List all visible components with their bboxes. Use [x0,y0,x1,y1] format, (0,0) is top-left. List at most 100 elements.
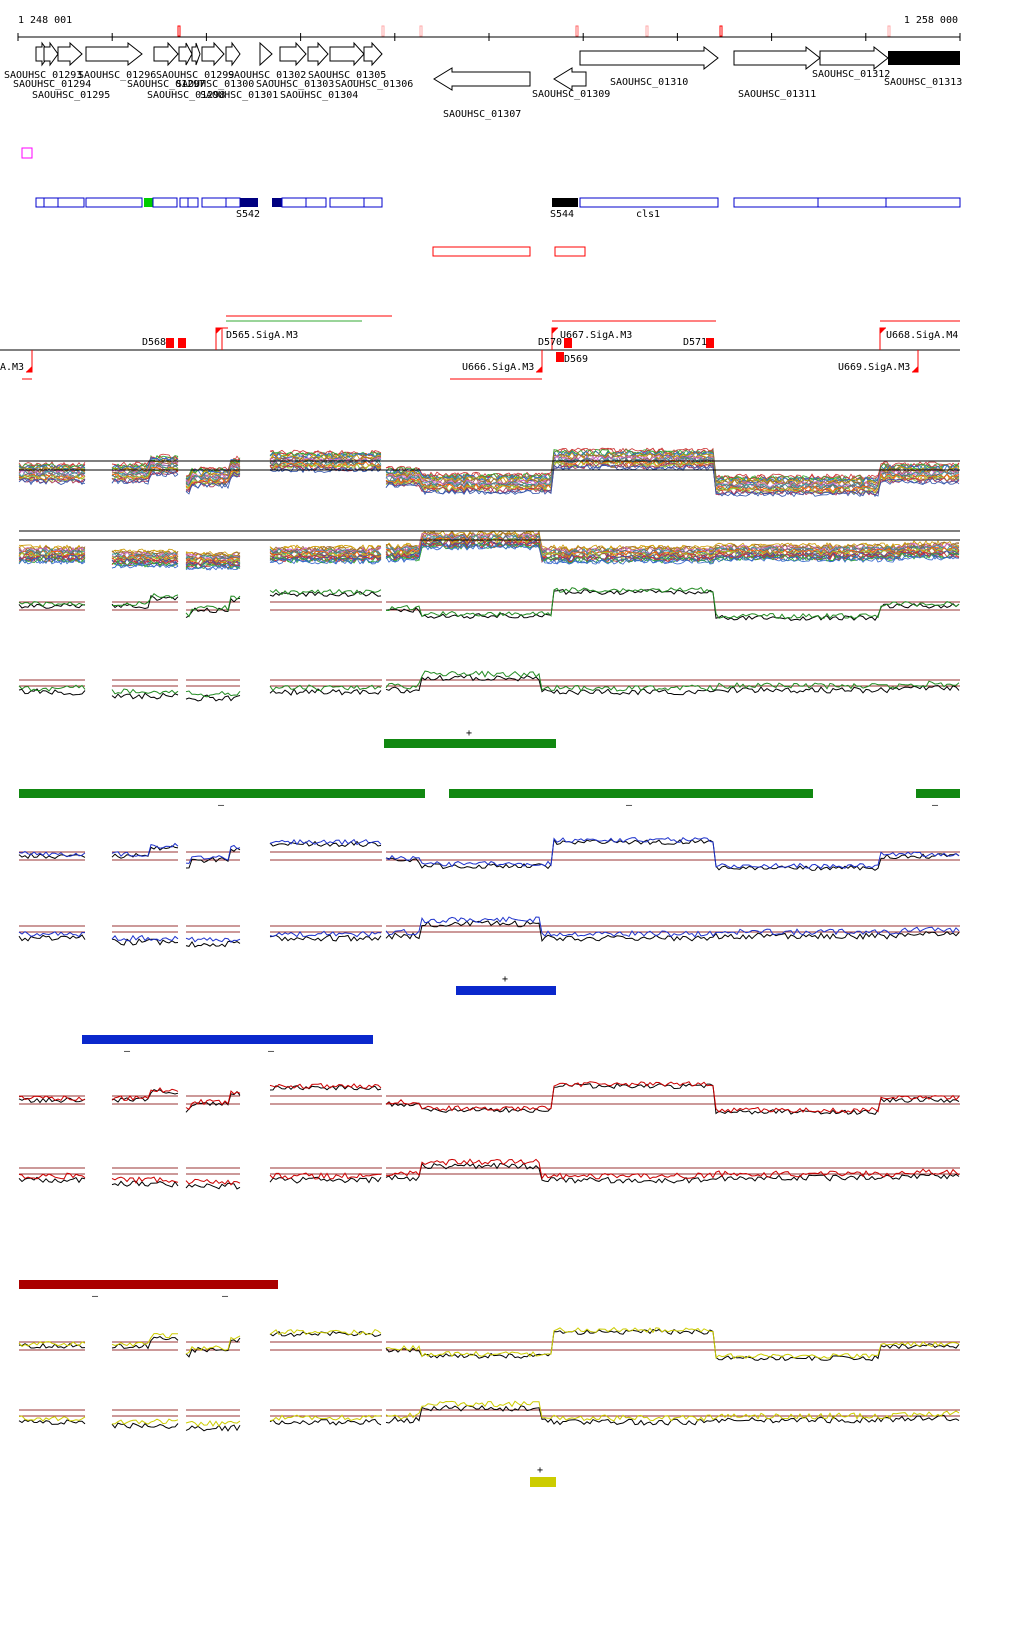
gene-SAOUHSC_01301[interactable]: SAOUHSC_01301 [200,41,278,101]
blue-region-plus[interactable] [456,986,556,995]
green-region-minus[interactable] [19,789,425,798]
signal-trace [269,1083,382,1089]
segment-cls1[interactable] [579,197,719,208]
gene-label: SAOUHSC_01311 [738,89,816,100]
gene-SAOUHSC_01303[interactable]: SAOUHSC_01303 [256,41,334,90]
gene-SAOUHSC_01311[interactable]: SAOUHSC_01311 [733,45,821,100]
signal-trace [269,455,382,463]
antisense-box[interactable] [432,246,531,257]
gene-label: SAOUHSC_01297 [127,79,205,90]
signal-trace [185,470,241,488]
gene-SAOUHSC_01307[interactable]: SAOUHSC_01307 [433,67,531,120]
signal-trace [385,464,960,498]
marker-D570[interactable] [564,338,572,348]
gene-SAOUHSC_01296[interactable]: SAOUHSC_01296 [78,41,156,81]
signal-trace [185,562,241,570]
signal-trace [269,684,382,692]
signal-trace [185,847,241,869]
gene-label: SAOUHSC_01303 [256,79,334,90]
signal-trace [385,1400,960,1422]
signal-trace [18,478,86,486]
red-expression-track [18,1081,960,1190]
strand-mark-minus: – [932,800,939,811]
signal-trace [185,1178,241,1186]
label-D569: D569 [564,354,588,365]
signal-trace [269,547,382,554]
gene-SAOUHSC_01313[interactable]: SAOUHSC_01313 [884,51,962,88]
signal-trace [185,473,241,493]
gene-arrow [57,41,83,67]
axis-end-label: 1 258 000 [904,15,958,26]
signal-trace [111,561,179,569]
gene-label: SAOUHSC_01313 [884,77,962,88]
signal-trace [18,476,86,484]
red-region-minus[interactable] [19,1280,278,1289]
marker-D571[interactable] [706,338,714,348]
signal-trace [385,670,960,692]
signal-trace [385,916,960,938]
gene-SAOUHSC_01310[interactable]: SAOUHSC_01310 [579,45,719,88]
gene-SAOUHSC_01300[interactable]: SAOUHSC_01300 [176,41,254,90]
blue-region-minus[interactable] [82,1035,373,1044]
yellow-region-plus[interactable] [530,1477,556,1487]
signal-trace [269,450,382,457]
marker-D568[interactable] [166,338,174,348]
signal-trace [111,1332,178,1347]
label-A-M3: A.M3 [0,362,24,373]
gene-label: SAOUHSC_01300 [176,79,254,90]
signal-trace [18,688,86,696]
gene-SAOUHSC_01298[interactable]: SAOUHSC_01298 [147,42,225,101]
signal-trace [111,934,179,942]
signal-trace [111,453,179,468]
segment-box [85,197,143,208]
gene-SAOUHSC_01312[interactable]: SAOUHSC_01312 [812,45,890,80]
signal-trace [269,930,382,938]
gene-SAOUHSC_01299[interactable]: SAOUHSC_01299 [156,42,234,81]
gene-track: SAOUHSC_01293 SAOUHSC_01294 SAOUHSC_0129… [4,41,962,120]
gene-SAOUHSC_01305[interactable]: SAOUHSC_01305 [308,41,386,81]
signal-trace [269,544,382,552]
axis-start-label: 1 248 001 [18,15,72,26]
gene-SAOUHSC_01302[interactable]: SAOUHSC_01302 [228,41,306,81]
signal-trace [185,553,241,560]
blue-expression-track [18,836,960,948]
segment-box [179,197,199,208]
gene-SAOUHSC_01304[interactable]: SAOUHSC_01304 [280,41,358,101]
signal-trace [385,449,960,482]
signal-trace [269,557,382,565]
signal-trace [185,1424,241,1432]
segment-box [733,197,961,208]
antisense-box[interactable] [554,246,586,257]
signal-trace [269,454,382,461]
signal-trace [185,463,241,484]
marker-D569[interactable] [556,352,564,362]
promoter-track: D568 D565.SigA.M3 U666.SigA.M3 U667.SigA… [0,315,960,380]
segment-box [201,197,241,208]
label-U669: U669.SigA.M3 [838,362,910,373]
signal-trace [111,560,179,568]
signal-trace [269,452,382,460]
gene-SAOUHSC_01297[interactable]: SAOUHSC_01297 [127,41,205,90]
gene-arrow [85,41,143,67]
axis-marker [719,25,723,37]
signal-trace [185,940,241,948]
gene-SAOUHSC_01309[interactable]: SAOUHSC_01309 [532,67,610,100]
gene-SAOUHSC_01306[interactable]: SAOUHSC_01306 [335,41,413,90]
green-region-minus[interactable] [916,789,960,798]
signal-trace [269,553,382,560]
signal-trace [269,1172,381,1180]
gene-SAOUHSC_01294[interactable]: SAOUHSC_01294 [13,41,91,90]
signal-trace [269,462,382,470]
promoter-flag-head [912,366,918,372]
signal-trace [111,469,179,485]
strand-mark-minus: – [268,1046,275,1057]
segment-S544[interactable] [552,198,578,207]
strand-mark-plus: + [502,974,508,985]
segment-S542[interactable] [240,198,258,207]
gene-label: SAOUHSC_01299 [156,70,234,81]
marker-D568b[interactable] [178,338,186,348]
yellow-expression-track [18,1326,960,1432]
gene-SAOUHSC_01295[interactable]: SAOUHSC_01295 [32,41,110,101]
green-region-plus[interactable] [384,739,556,748]
green-region-minus[interactable] [449,789,813,798]
